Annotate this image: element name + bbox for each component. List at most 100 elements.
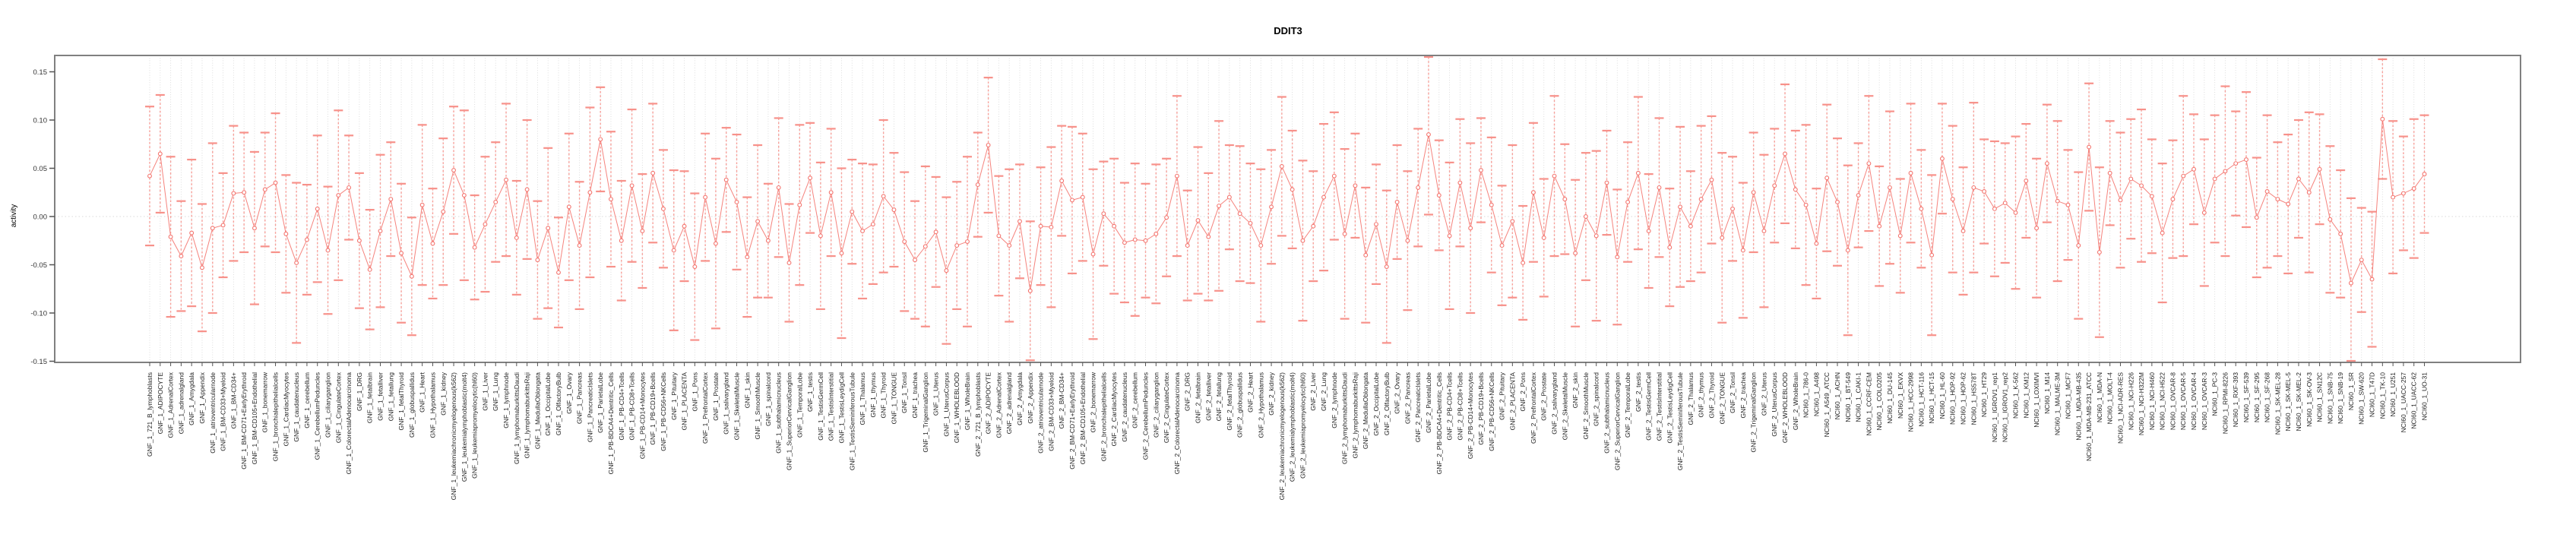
x-category-label: NCI60_1_SK-MEL-2 [2295, 372, 2302, 432]
x-category-label: GNF_2_PB-CD56+NKCells [1488, 372, 1495, 451]
x-category-label: GNF_1_lymphnode [502, 372, 510, 428]
x-category-label: GNF_2_TestisSeminiferousTubule [1676, 372, 1684, 470]
data-point [283, 231, 289, 236]
data-point [828, 190, 834, 195]
data-point [2391, 194, 2396, 200]
x-category-label: GNF_1_Liver [481, 372, 489, 411]
x-category-label: GNF_2_PrefrontalCortex [1530, 372, 1537, 444]
x-category-label: GNF_2_UterusCorpus [1771, 372, 1778, 437]
x-category-label: GNF_1_Tonsil [900, 372, 908, 413]
x-category-label: GNF_1_TrigeminalGanglion [922, 372, 929, 453]
x-category-label: NCI60_1_A498 [1812, 372, 1820, 416]
data-point [2170, 197, 2176, 202]
data-point [1007, 243, 1012, 248]
x-category-label: GNF_1_Pituitary [670, 372, 678, 420]
data-point [1185, 243, 1190, 248]
x-category-label: GNF_1_Prostate [712, 372, 720, 421]
x-category-label: GNF_2_salivarygland [1551, 372, 1559, 435]
data-point [598, 137, 603, 142]
data-point [1604, 180, 1609, 185]
x-category-label: GNF_1_fetalThyroid [397, 372, 405, 431]
data-point [1027, 288, 1033, 293]
data-point [1530, 190, 1536, 195]
data-point [1709, 177, 1714, 182]
chart-title: DDIT3 [1274, 25, 1302, 36]
data-point [922, 244, 928, 249]
x-category-label: GNF_2_PancreaticIslets [1414, 372, 1422, 442]
x-category-label: GNF_1_SmoothMuscle [754, 372, 761, 440]
x-category-label: NCI60_1_SK-OV-3 [2305, 372, 2313, 427]
data-point [2139, 183, 2144, 188]
x-category-label: GNF_1_TestisLeydigCell [837, 372, 845, 444]
x-category-label: NCI60_1_HCT-116 [1917, 372, 1925, 427]
data-point [577, 243, 582, 248]
x-category-label: GNF_1_globuspallidus [408, 372, 416, 438]
data-point [860, 229, 866, 233]
x-category-label: GNF_1_PB-CD56+NKCells [660, 372, 667, 451]
x-category-label: GNF_1_subthalamicnucleus [775, 372, 783, 454]
data-point [1688, 223, 1693, 229]
data-point [566, 204, 571, 210]
data-point [650, 170, 656, 175]
data-point [483, 222, 488, 227]
x-category-label: NCI60_1_IGROV1_rep1 [1991, 372, 1998, 442]
x-category-label: GNF_1_721_B_lymphoblasts [146, 372, 153, 457]
x-category-label: GNF_1_lymphomaburkittsDaudi [513, 372, 521, 464]
x-category-label: NCI60_1_MDA-MB-435 [2074, 372, 2082, 441]
x-category-label: GNF_2_Liver [1309, 372, 1317, 411]
x-category-label: NCI60_1_UO-31 [2421, 372, 2429, 421]
x-category-label: GNF_1_testis [806, 372, 814, 412]
data-point [493, 200, 498, 204]
x-category-label: GNF_1_WholeBrain [964, 372, 971, 430]
data-point [1992, 206, 1997, 211]
x-category-label: GNF_2_TestisLeydigCell [1666, 372, 1673, 444]
data-point [2306, 190, 2312, 195]
data-point [1279, 164, 1284, 169]
data-point [986, 143, 991, 147]
data-point [231, 191, 236, 196]
data-point [808, 175, 813, 181]
x-category-label: GNF_2_fetalbrain [1195, 372, 1202, 423]
x-category-label: GNF_1_BM-CD33+Myeloid [220, 372, 227, 451]
x-category-label: NCI60_1_HT29 [1980, 372, 1988, 417]
data-point [1678, 204, 1683, 210]
x-category-label: GNF_1_Appendix [198, 372, 206, 423]
data-point [1971, 185, 1976, 190]
data-point [1510, 219, 1515, 224]
x-category-label: GNF_1_lymphomaburkittsRaji [524, 372, 531, 458]
data-point [944, 268, 949, 274]
x-category-label: NCI60_1_786-0 [1802, 372, 1810, 418]
x-category-label: GNF_1_PB-BDCA4+Dentritic_Cells [607, 372, 615, 474]
x-category-label: GNF_1_ColorectalAdenocarcinoma [345, 372, 353, 474]
data-point [661, 206, 666, 211]
data-point [1457, 180, 1463, 185]
x-category-label: NCI60_1_U251 [2389, 372, 2397, 417]
data-point [1426, 132, 1431, 138]
data-point [210, 226, 215, 231]
data-point [1038, 223, 1043, 229]
data-point [189, 230, 195, 236]
x-category-label: GNF_1_AdrenalCortex [167, 372, 175, 438]
data-point [1416, 185, 1421, 190]
data-point [1803, 202, 1809, 207]
x-category-label: GNF_2_leukemiapromyelocytic(hl60) [1299, 372, 1306, 479]
x-category-label: NCI60_1_NCI-H226 [2127, 372, 2135, 430]
data-point [1625, 200, 1631, 204]
x-category-label: GNF_2_skin [1571, 372, 1579, 409]
y-tick-label: 0.00 [33, 213, 48, 221]
plot-frame [54, 55, 2521, 363]
data-point [1489, 202, 1494, 207]
x-category-label: GNF_1_bronchialepithelialcells [272, 372, 280, 461]
x-category-label: GNF_1_Lung [492, 372, 499, 411]
data-point [1080, 194, 1085, 200]
data-point [2317, 166, 2322, 172]
data-point [1583, 214, 1588, 219]
data-point [1049, 225, 1054, 229]
data-point [2181, 173, 2186, 179]
x-category-label: GNF_1_ParietalLobe [597, 372, 604, 433]
x-category-label: GNF_2_globuspallidus [1236, 372, 1244, 438]
x-category-label: NCI60_1_HCC-2998 [1907, 372, 1915, 432]
x-category-label: GNF_2_lymphnode [1331, 372, 1338, 428]
x-axis: GNF_1_721_B_lymphoblasts GNF_1_ADIPOCYTE G… [146, 362, 2429, 500]
x-category-label: GNF_1_TestisInterstitial [828, 372, 835, 441]
